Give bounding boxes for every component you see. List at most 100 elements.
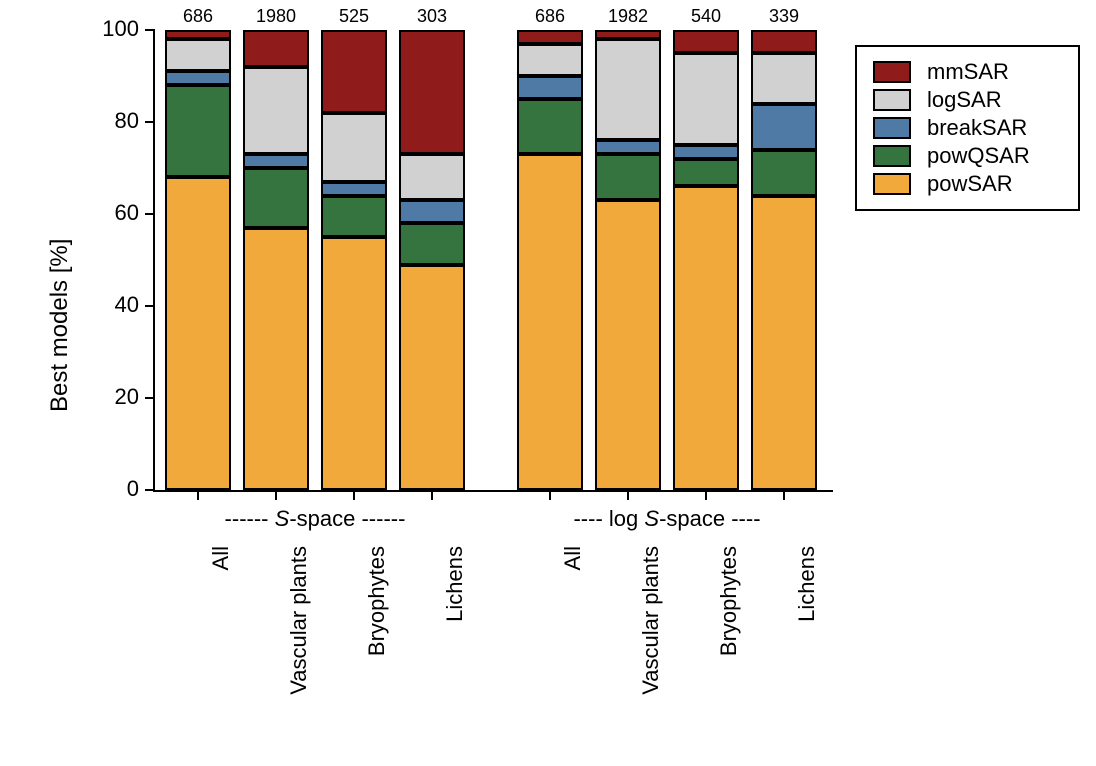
bar-segment-powSAR	[673, 186, 739, 490]
bar	[517, 30, 583, 490]
bar-segment-powSAR	[165, 177, 231, 490]
x-tick	[549, 490, 551, 500]
bar-segment-powQSAR	[321, 196, 387, 237]
plot-area: 020406080100686All1980Vascular plants525…	[155, 30, 835, 490]
legend-swatch	[873, 89, 911, 111]
bar-segment-logSAR	[243, 67, 309, 154]
legend: mmSAR logSAR breakSAR powQSAR powSAR	[855, 45, 1080, 211]
legend-item: breakSAR	[873, 117, 1062, 139]
legend-label: mmSAR	[927, 61, 1009, 83]
x-tick	[197, 490, 199, 500]
x-tick	[627, 490, 629, 500]
bar	[751, 30, 817, 490]
legend-label: powSAR	[927, 173, 1013, 195]
bar-segment-powSAR	[243, 228, 309, 490]
bar-segment-powQSAR	[165, 85, 231, 177]
bar-segment-powSAR	[399, 265, 465, 490]
bar-segment-mmSAR	[673, 30, 739, 53]
bar-segment-logSAR	[595, 39, 661, 140]
y-tick	[145, 305, 155, 307]
x-category-label: Lichens	[442, 546, 468, 766]
x-category-label: Bryophytes	[716, 546, 742, 766]
bar-segment-breakSAR	[321, 182, 387, 196]
bar-segment-powQSAR	[673, 159, 739, 187]
bar-segment-powSAR	[517, 154, 583, 490]
bar-count: 339	[741, 6, 827, 27]
bar-segment-breakSAR	[673, 145, 739, 159]
bar-segment-mmSAR	[399, 30, 465, 154]
bar-segment-mmSAR	[243, 30, 309, 67]
bar-segment-mmSAR	[165, 30, 231, 39]
y-tick-label: 100	[79, 16, 139, 42]
bar	[399, 30, 465, 490]
figure: Best models [%] 020406080100686All1980Va…	[0, 0, 1096, 732]
bar-segment-logSAR	[399, 154, 465, 200]
bar-segment-powQSAR	[751, 150, 817, 196]
x-category-label: Lichens	[794, 546, 820, 766]
y-tick-label: 20	[79, 384, 139, 410]
bar-segment-logSAR	[517, 44, 583, 76]
bar-segment-powSAR	[751, 196, 817, 490]
bar-count: 1980	[233, 6, 319, 27]
bar-segment-mmSAR	[321, 30, 387, 113]
x-tick	[275, 490, 277, 500]
x-category-label: Bryophytes	[364, 546, 390, 766]
bar	[243, 30, 309, 490]
bar-segment-powSAR	[595, 200, 661, 490]
legend-label: breakSAR	[927, 117, 1027, 139]
bar-segment-breakSAR	[399, 200, 465, 223]
bar-segment-mmSAR	[751, 30, 817, 53]
x-tick	[353, 490, 355, 500]
y-tick	[145, 397, 155, 399]
bar-segment-logSAR	[321, 113, 387, 182]
bar-count: 525	[311, 6, 397, 27]
legend-item: powQSAR	[873, 145, 1062, 167]
legend-label: powQSAR	[927, 145, 1030, 167]
x-tick	[783, 490, 785, 500]
group-label: ---- log S-space ----	[507, 506, 827, 532]
bar-segment-powSAR	[321, 237, 387, 490]
y-tick-label: 60	[79, 200, 139, 226]
legend-item: logSAR	[873, 89, 1062, 111]
bar-count: 686	[507, 6, 593, 27]
legend-swatch	[873, 145, 911, 167]
bar	[165, 30, 231, 490]
legend-item: powSAR	[873, 173, 1062, 195]
legend-item: mmSAR	[873, 61, 1062, 83]
bar-segment-breakSAR	[165, 71, 231, 85]
legend-swatch	[873, 117, 911, 139]
bar-segment-logSAR	[165, 39, 231, 71]
x-axis-line	[153, 490, 833, 492]
bar-segment-logSAR	[673, 53, 739, 145]
y-tick	[145, 213, 155, 215]
y-tick-label: 40	[79, 292, 139, 318]
bar	[673, 30, 739, 490]
bar-segment-mmSAR	[517, 30, 583, 44]
bar-segment-powQSAR	[517, 99, 583, 154]
x-tick	[705, 490, 707, 500]
bar-segment-breakSAR	[517, 76, 583, 99]
bar-segment-mmSAR	[595, 30, 661, 39]
x-category-label: All	[560, 546, 586, 766]
bar-count: 540	[663, 6, 749, 27]
y-axis-line	[153, 30, 155, 490]
bar-segment-powQSAR	[595, 154, 661, 200]
group-label: ------ S-space ------	[155, 506, 475, 532]
x-category-label: Vascular plants	[286, 546, 312, 766]
bar-segment-powQSAR	[243, 168, 309, 228]
y-tick	[145, 121, 155, 123]
bar-count: 1982	[585, 6, 671, 27]
x-tick	[431, 490, 433, 500]
y-tick-label: 0	[79, 476, 139, 502]
legend-label: logSAR	[927, 89, 1002, 111]
bar	[595, 30, 661, 490]
x-category-label: Vascular plants	[638, 546, 664, 766]
legend-swatch	[873, 173, 911, 195]
bar-segment-breakSAR	[243, 154, 309, 168]
bar-segment-breakSAR	[595, 140, 661, 154]
x-category-label: All	[208, 546, 234, 766]
bar-count: 686	[155, 6, 241, 27]
y-tick-label: 80	[79, 108, 139, 134]
y-axis-title: Best models [%]	[46, 239, 74, 412]
bar-segment-logSAR	[751, 53, 817, 104]
